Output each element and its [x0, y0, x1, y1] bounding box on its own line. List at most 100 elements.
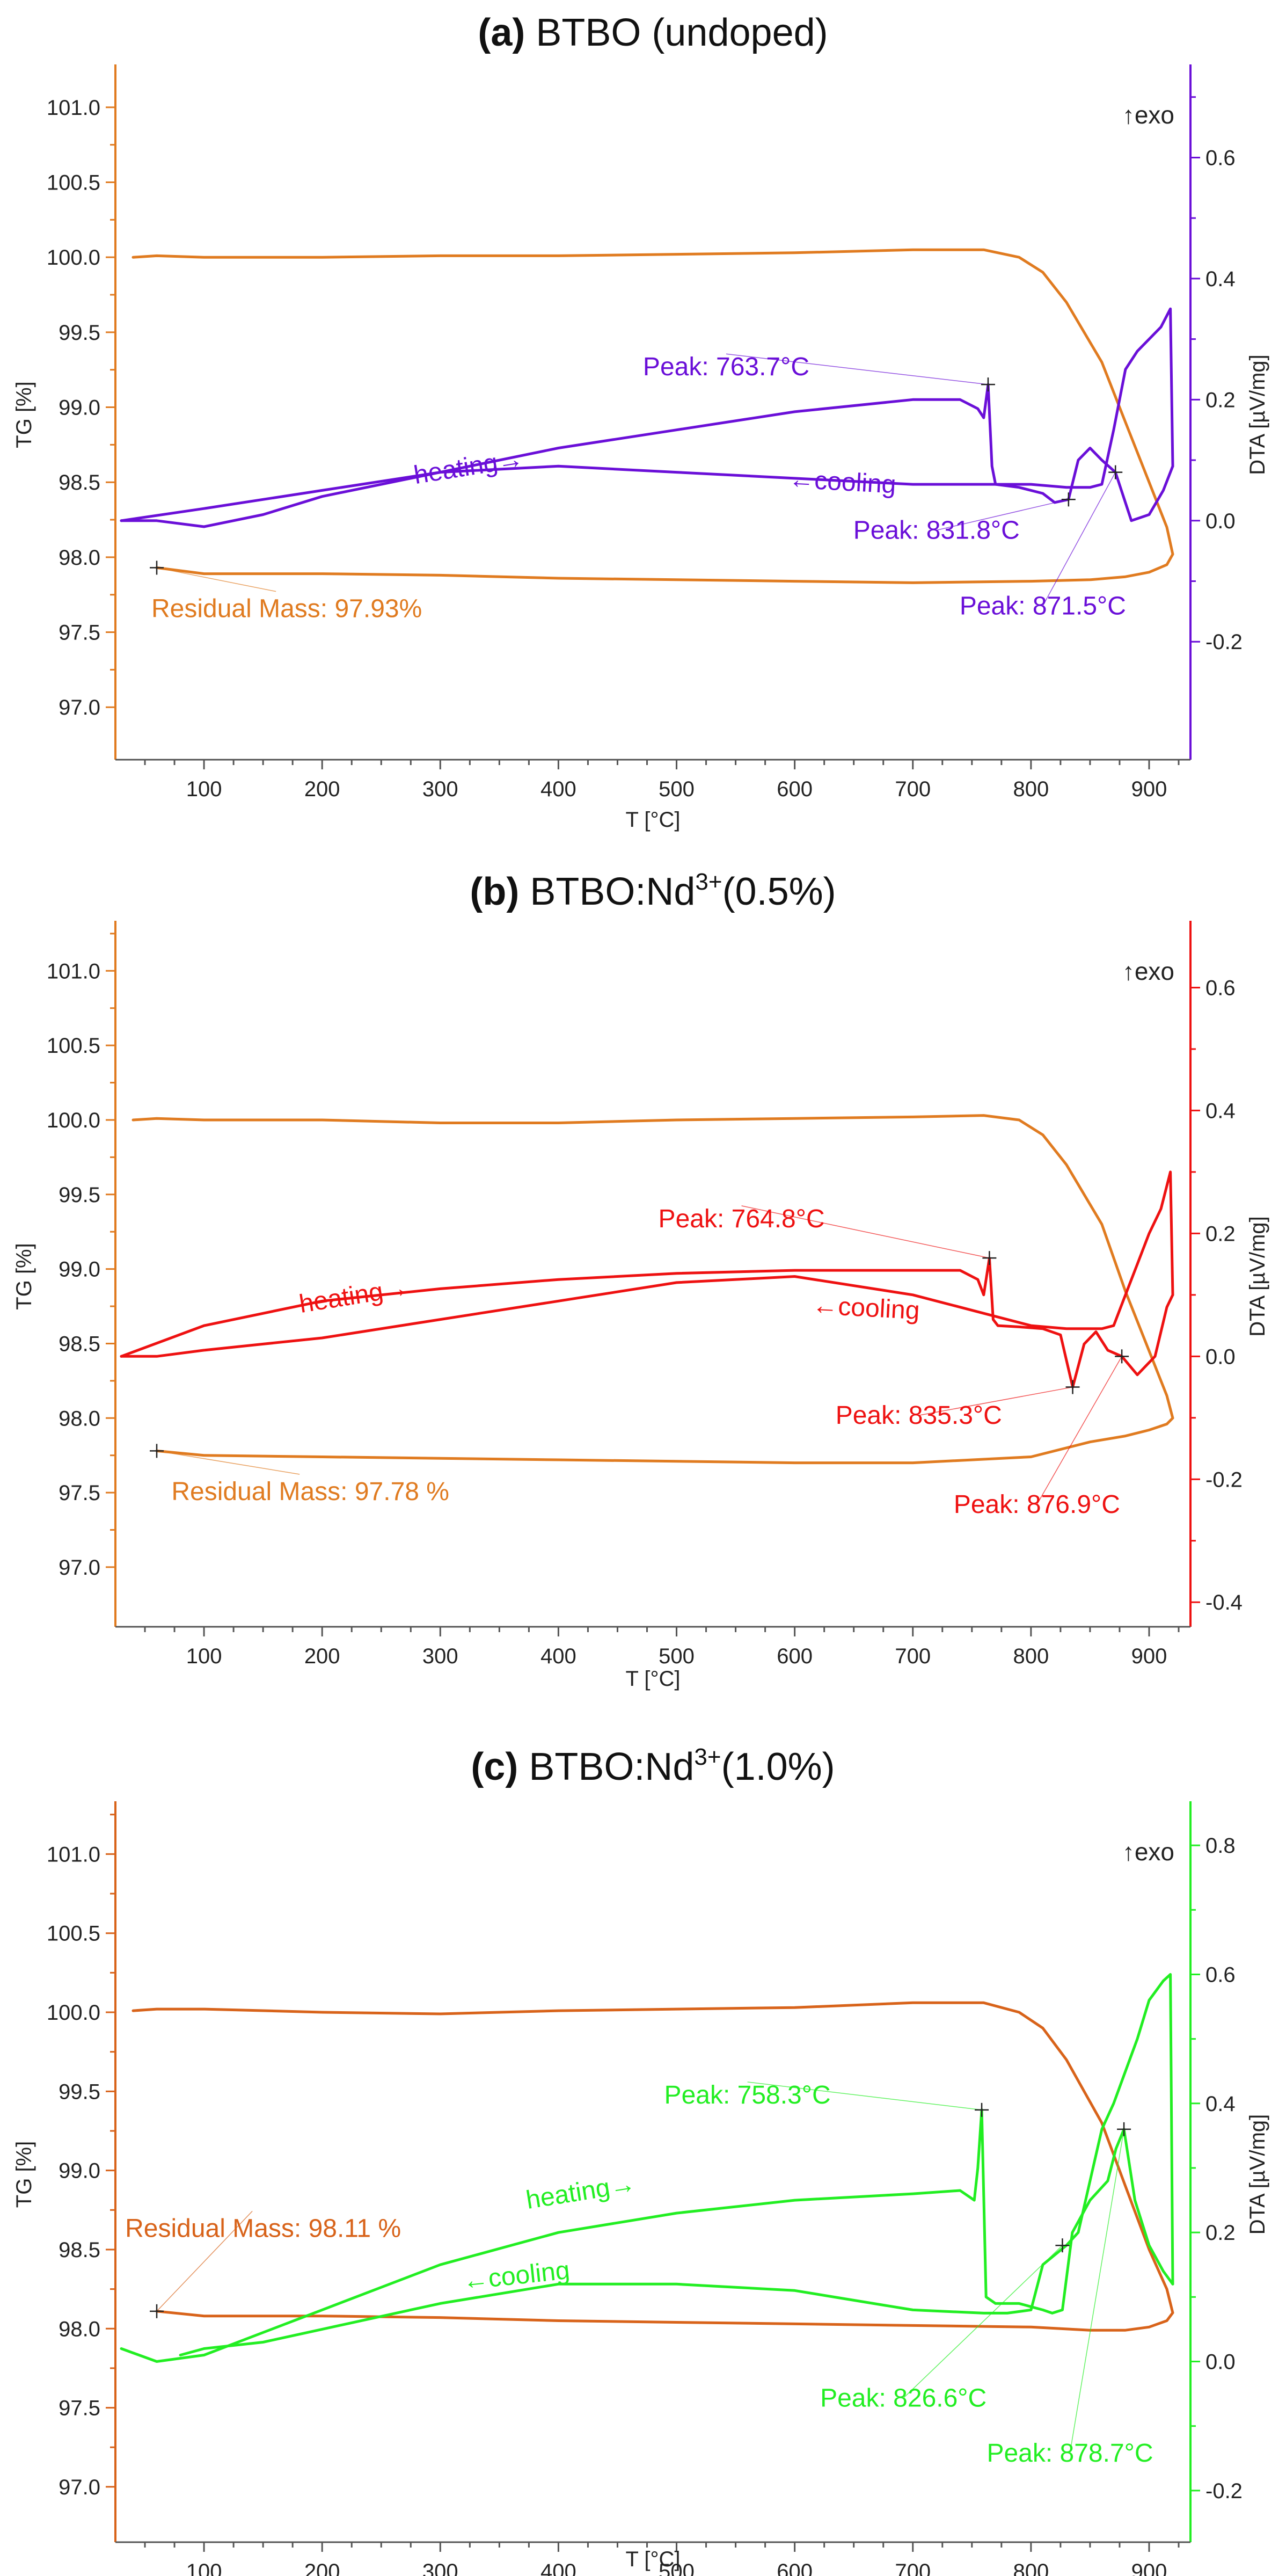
right-tick-label: 0.2 — [1205, 2221, 1236, 2245]
right-tick-label: -0.2 — [1205, 1468, 1243, 1491]
title-prefix: (a) — [478, 11, 525, 54]
x-tick-label: 700 — [895, 1644, 931, 1668]
x-tick-label: 700 — [895, 2560, 931, 2576]
left-tick-label: 99.5 — [59, 2080, 100, 2104]
x-tick-label: 400 — [540, 2560, 576, 2576]
left-tick-label: 101.0 — [47, 1843, 100, 1866]
exo-indicator: ↑exo — [1122, 101, 1174, 129]
panel-a: (a) BTBO (undoped) 100 200 300 400 500 600 700 8… — [12, 11, 1269, 832]
x-tick-label: 100 — [186, 1644, 222, 1668]
x-tick-label: 100 — [186, 777, 222, 801]
left-tick-label: 97.0 — [59, 2476, 100, 2499]
left-tick-label: 97.0 — [59, 696, 100, 719]
right-tick-label: 0.6 — [1205, 976, 1236, 1000]
x-tick-label: 200 — [304, 777, 340, 801]
curve-direction-label: ←cooling — [461, 2256, 571, 2296]
left-tick-label: 98.0 — [59, 1407, 100, 1430]
title-space — [519, 870, 530, 913]
x-tick-label: 600 — [777, 1644, 813, 1668]
annotation-leader — [903, 2245, 1063, 2399]
left-tick-label: 97.5 — [59, 1481, 100, 1505]
right-tick-label: 0.2 — [1205, 1222, 1236, 1246]
chart-title: (b) BTBO:Nd3+(0.5%) — [470, 869, 836, 913]
annotation-leader — [156, 1450, 300, 1475]
x-tick-label: 500 — [659, 1644, 695, 1668]
title-space — [525, 11, 536, 54]
tg-curve — [131, 1114, 1174, 1465]
x-tick-label: 800 — [1013, 2560, 1049, 2576]
title-suffix: (1.0%) — [721, 1745, 835, 1788]
annotation-leader — [1036, 1356, 1122, 1505]
left-tick-label: 100.0 — [47, 246, 100, 270]
right-tick-label: 0.4 — [1205, 267, 1236, 291]
left-tick-label: 100.5 — [47, 1034, 100, 1058]
left-tick-label: 98.5 — [59, 471, 100, 494]
left-tick-label: 98.0 — [59, 2317, 100, 2341]
title-space — [518, 1745, 529, 1788]
title-suffix: (0.5%) — [722, 870, 836, 913]
left-tick-label: 99.0 — [59, 1258, 100, 1282]
x-tick-label: 800 — [1013, 777, 1049, 801]
panel-b: (b) BTBO:Nd3+(0.5%) 100 200 300 400 500 600 700… — [12, 869, 1269, 1691]
left-tick-label: 100.0 — [47, 1109, 100, 1132]
title-main: BTBO:Nd — [529, 1745, 694, 1788]
left-tick-label: 101.0 — [47, 96, 100, 120]
tg-curve — [131, 248, 1174, 584]
right-tick-label: -0.2 — [1205, 2479, 1243, 2503]
right-tick-label: -0.2 — [1205, 630, 1243, 654]
x-tick-label: 200 — [304, 1644, 340, 1668]
left-tick-label: 97.5 — [59, 2397, 100, 2420]
curve-direction-label: ←cooling — [812, 1291, 920, 1325]
x-tick-label: 500 — [659, 2560, 695, 2576]
right-tick-label: -0.4 — [1205, 1591, 1243, 1614]
right-tick-label: 0.4 — [1205, 2092, 1236, 2116]
tg-curve — [131, 2001, 1174, 2332]
annotation-leader — [741, 1205, 990, 1258]
dta-heating-curve — [120, 383, 1174, 522]
peak-label: Peak: 876.9°C — [954, 1490, 1120, 1519]
left-tick-label: 98.5 — [59, 1332, 100, 1356]
curve-direction-label: heating→ — [412, 445, 525, 490]
dta-cooling-curve — [179, 1973, 1174, 2356]
annotation-leader — [726, 353, 989, 385]
left-tick-label: 100.5 — [47, 171, 100, 195]
dta-heating-curve — [120, 2108, 1174, 2363]
dta-heating-curve — [120, 1256, 1174, 1389]
peak-label: Peak: 758.3°C — [664, 2081, 831, 2109]
right-tick-label: 0.0 — [1205, 1345, 1236, 1369]
peak-label: Peak: 763.7°C — [643, 353, 809, 381]
left-tick-label: 98.0 — [59, 546, 100, 570]
peak-label: Peak: 831.8°C — [853, 516, 1020, 545]
title-prefix: (b) — [470, 870, 519, 913]
annotation-leader — [1069, 2129, 1124, 2453]
left-axis-label: TG [%] — [12, 1243, 36, 1309]
x-tick-label: 700 — [895, 777, 931, 801]
x-tick-label: 600 — [777, 777, 813, 801]
left-tick-label: 97.0 — [59, 1556, 100, 1580]
title-main: BTBO:Nd — [530, 870, 695, 913]
left-axis-label: TG [%] — [12, 2141, 36, 2208]
x-tick-label: 300 — [422, 1644, 458, 1668]
residual-mass-label: Residual Mass: 97.93% — [151, 595, 422, 623]
curve-direction-label: heating→ — [524, 2170, 637, 2215]
right-axis-label: DTA [µV/mg] — [1246, 2114, 1269, 2235]
x-tick-label: 900 — [1131, 2560, 1167, 2576]
right-tick-label: 0.2 — [1205, 388, 1236, 412]
x-axis-label: T [°C] — [626, 1667, 681, 1691]
exo-indicator: ↑exo — [1122, 957, 1174, 985]
left-tick-label: 100.5 — [47, 1922, 100, 1946]
right-tick-label: 0.8 — [1205, 1834, 1236, 1858]
x-axis-label: T [°C] — [626, 2548, 681, 2571]
right-tick-label: 0.6 — [1205, 1963, 1236, 1986]
right-tick-label: 0.4 — [1205, 1099, 1236, 1123]
left-axis-label: TG [%] — [12, 381, 36, 448]
x-tick-label: 300 — [422, 777, 458, 801]
left-tick-label: 97.5 — [59, 621, 100, 645]
x-tick-label: 500 — [659, 777, 695, 801]
x-tick-label: 900 — [1131, 777, 1167, 801]
right-axis-label: DTA [µV/mg] — [1246, 354, 1269, 475]
title-superscript: 3+ — [694, 1744, 721, 1770]
chart-title: (c) BTBO:Nd3+(1.0%) — [471, 1744, 835, 1788]
annotation-leader — [747, 2082, 982, 2111]
peak-label: Peak: 835.3°C — [836, 1401, 1002, 1430]
